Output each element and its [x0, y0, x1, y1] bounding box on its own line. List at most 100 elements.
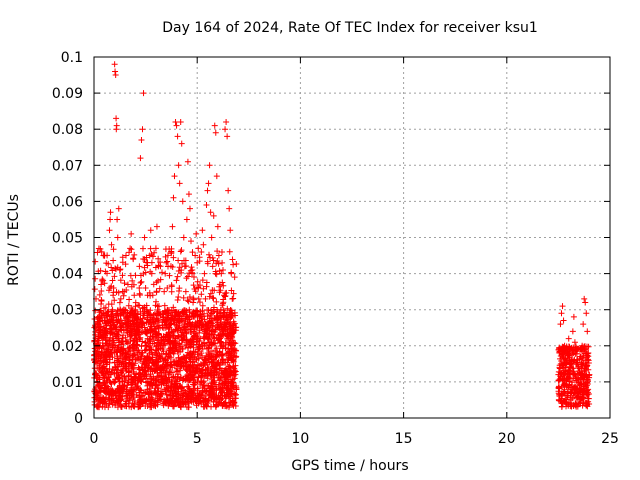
data-point-dense: [103, 322, 110, 329]
data-point: [161, 288, 168, 295]
data-point-dense: [230, 339, 237, 346]
data-point-dense: [120, 385, 127, 392]
data-point-dense: [153, 298, 160, 305]
data-point-dense: [184, 383, 191, 390]
data-point-dense: [168, 369, 175, 376]
data-point-dense: [204, 361, 211, 368]
data-point-dense: [110, 367, 117, 374]
data-point-dense: [206, 342, 213, 349]
data-point-dense: [183, 393, 190, 400]
data-point: [167, 350, 174, 357]
data-point: [577, 346, 584, 353]
data-point-dense: [178, 247, 185, 254]
data-point-dense: [186, 294, 193, 301]
data-point: [569, 328, 576, 335]
data-point-dense: [582, 384, 589, 391]
data-point-dense: [176, 340, 183, 347]
data-point-dense: [219, 369, 226, 376]
data-point-dense: [200, 403, 207, 410]
grid-lines: [94, 57, 610, 418]
data-point: [107, 216, 114, 223]
y-tick-label: 0.03: [52, 303, 83, 319]
data-point: [201, 270, 208, 277]
data-point-dense: [180, 333, 187, 340]
data-point-dense: [128, 305, 135, 312]
data-point-dense: [137, 386, 144, 393]
data-point: [126, 368, 133, 375]
data-point: [220, 266, 226, 273]
data-point-dense: [173, 322, 180, 329]
data-point-dense: [182, 366, 189, 373]
data-point-dense: [146, 311, 153, 318]
data-point-dense: [106, 337, 113, 344]
data-point-dense: [207, 390, 214, 397]
data-point-dense: [169, 329, 176, 336]
data-point-dense: [220, 299, 227, 306]
data-point: [572, 360, 579, 367]
data-point-dense: [179, 336, 186, 343]
data-point-dense: [123, 321, 130, 328]
data-point-dense: [176, 285, 183, 292]
data-point-dense: [135, 323, 142, 330]
data-point: [204, 187, 211, 194]
data-point-dense: [190, 296, 197, 303]
data-point-dense: [126, 396, 133, 403]
data-point-dense: [195, 344, 202, 351]
data-point-dense: [149, 253, 156, 260]
data-point: [164, 285, 171, 292]
data-point-dense: [175, 294, 182, 301]
data-point-dense: [175, 257, 182, 264]
data-point: [131, 292, 138, 299]
data-point-dense: [559, 376, 566, 383]
data-point-dense: [199, 345, 206, 352]
data-point-dense: [213, 395, 220, 402]
data-point-dense: [199, 324, 205, 331]
data-point-dense: [217, 287, 224, 294]
data-point-dense: [142, 367, 149, 374]
data-point-dense: [227, 306, 234, 313]
data-point: [148, 270, 155, 277]
data-point-dense: [146, 289, 153, 296]
data-point-dense: [223, 350, 230, 357]
data-point: [561, 342, 568, 349]
data-point-dense: [151, 387, 158, 394]
data-point: [169, 223, 176, 230]
data-point-dense: [164, 258, 171, 265]
data-point-dense: [97, 245, 104, 252]
data-point: [189, 270, 196, 277]
data-point-dense: [198, 378, 205, 385]
data-point-dense: [230, 329, 237, 336]
y-tick-label: 0.04: [52, 267, 83, 283]
data-point-dense: [154, 358, 161, 365]
data-point-dense: [112, 400, 119, 407]
data-point-dense: [153, 279, 160, 286]
data-point-dense: [134, 313, 141, 320]
data-point-dense: [146, 376, 153, 383]
data-point-dense: [147, 338, 154, 345]
data-point-dense: [115, 355, 122, 362]
data-point-dense: [157, 276, 164, 283]
data-point: [108, 241, 115, 248]
data-point-dense: [190, 377, 197, 384]
data-point-dense: [110, 246, 117, 253]
data-point-dense: [215, 381, 222, 388]
data-point-dense: [138, 343, 145, 350]
data-point: [151, 350, 158, 357]
data-point: [571, 339, 578, 346]
data-point-dense: [585, 395, 592, 402]
data-point-dense: [106, 391, 113, 398]
data-point-dense: [169, 390, 176, 397]
data-point-dense: [111, 389, 118, 396]
data-point-dense: [141, 264, 148, 271]
data-point: [580, 321, 587, 328]
data-point-dense: [144, 262, 151, 269]
data-point-dense: [173, 277, 180, 284]
data-point-dense: [219, 259, 226, 266]
data-point-dense: [556, 375, 563, 382]
data-point-dense: [172, 397, 179, 404]
data-point-dense: [216, 377, 223, 384]
data-point-dense: [230, 261, 237, 268]
data-point: [558, 310, 565, 317]
data-point: [120, 360, 127, 367]
data-point-dense: [155, 336, 162, 343]
